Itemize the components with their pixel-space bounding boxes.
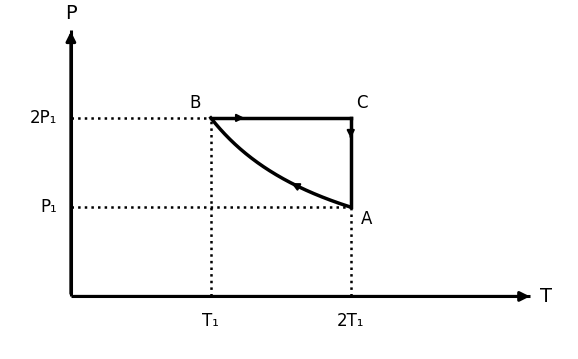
- Text: A: A: [361, 210, 372, 228]
- Text: C: C: [355, 94, 367, 112]
- Text: P: P: [65, 4, 77, 23]
- Text: T: T: [540, 287, 551, 306]
- Text: T₁: T₁: [202, 312, 219, 331]
- Text: P₁: P₁: [40, 198, 57, 216]
- Text: 2T₁: 2T₁: [337, 312, 365, 331]
- Text: 2P₁: 2P₁: [29, 109, 57, 127]
- Text: B: B: [190, 94, 201, 112]
